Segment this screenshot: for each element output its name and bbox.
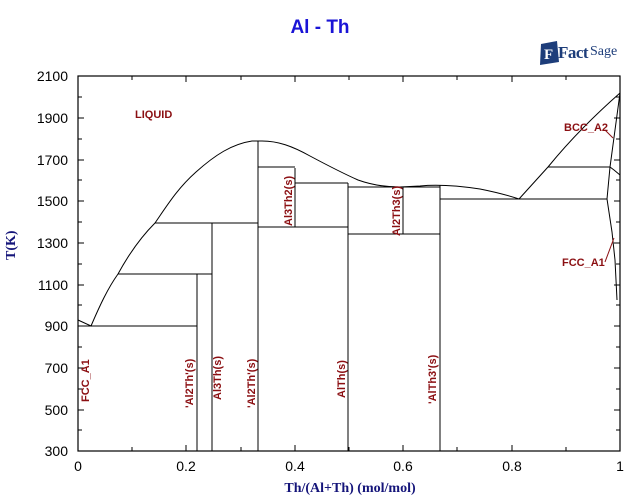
xtick-1: 1 bbox=[616, 458, 624, 474]
ytick-500: 500 bbox=[44, 402, 68, 418]
ytick-700: 700 bbox=[44, 360, 68, 376]
label-al2th3: Al2Th3(s) bbox=[391, 185, 403, 236]
label-liquid: LIQUID bbox=[135, 109, 173, 121]
label-alth: AlTh(s) bbox=[336, 360, 348, 398]
ytick-1300: 1300 bbox=[36, 235, 68, 251]
label-al2th-2: 'Al2Th'(s) bbox=[246, 358, 258, 408]
y-ticks bbox=[78, 75, 620, 431]
liquidus-line bbox=[77, 92, 621, 327]
factsage-logo: F Fact Sage bbox=[538, 40, 628, 70]
label-alth3: 'AlTh3'(s) bbox=[427, 354, 439, 404]
plot-frame bbox=[77, 75, 621, 452]
label-bcc-a2: BCC_A2 bbox=[564, 122, 609, 134]
bcc-fcc-boundary bbox=[606, 92, 621, 301]
label-al3th: Al3Th(s) bbox=[212, 356, 224, 400]
xtick-0.4: 0.4 bbox=[285, 458, 305, 474]
x-ticks bbox=[77, 76, 567, 451]
xtick-0.2: 0.2 bbox=[176, 458, 196, 474]
ytick-1500: 1500 bbox=[36, 193, 68, 209]
label-fcc-a1-left: FCC_A1 bbox=[80, 359, 92, 402]
ytick-1900: 1900 bbox=[36, 110, 68, 126]
svg-text:F: F bbox=[544, 47, 553, 63]
bcc-solvus bbox=[609, 166, 621, 176]
xtick-0.6: 0.6 bbox=[393, 458, 413, 474]
xtick-0.8: 0.8 bbox=[502, 458, 522, 474]
ytick-300: 300 bbox=[44, 443, 68, 459]
chart-title: Al - Th bbox=[290, 17, 350, 38]
ytick-900: 900 bbox=[44, 318, 68, 334]
label-al2th-1: 'Al2Th'(s) bbox=[184, 358, 196, 408]
y-axis-label: T(K) bbox=[4, 230, 19, 260]
ytick-2100: 2100 bbox=[36, 68, 68, 84]
ytick-1700: 1700 bbox=[36, 152, 68, 168]
label-al3th2: Al3Th2(s) bbox=[283, 175, 295, 226]
phase-boundaries bbox=[77, 92, 621, 451]
x-axis-label: Th/(Al+Th) (mol/mol) bbox=[284, 481, 416, 496]
factsage-logo-icon: F bbox=[540, 41, 559, 65]
label-fcc-a1-right: FCC_A1 bbox=[562, 257, 605, 269]
logo-sage: Sage bbox=[590, 44, 618, 59]
ytick-1100: 1100 bbox=[37, 277, 68, 293]
xtick-0: 0 bbox=[74, 458, 82, 474]
logo-fact: Fact bbox=[558, 43, 589, 62]
